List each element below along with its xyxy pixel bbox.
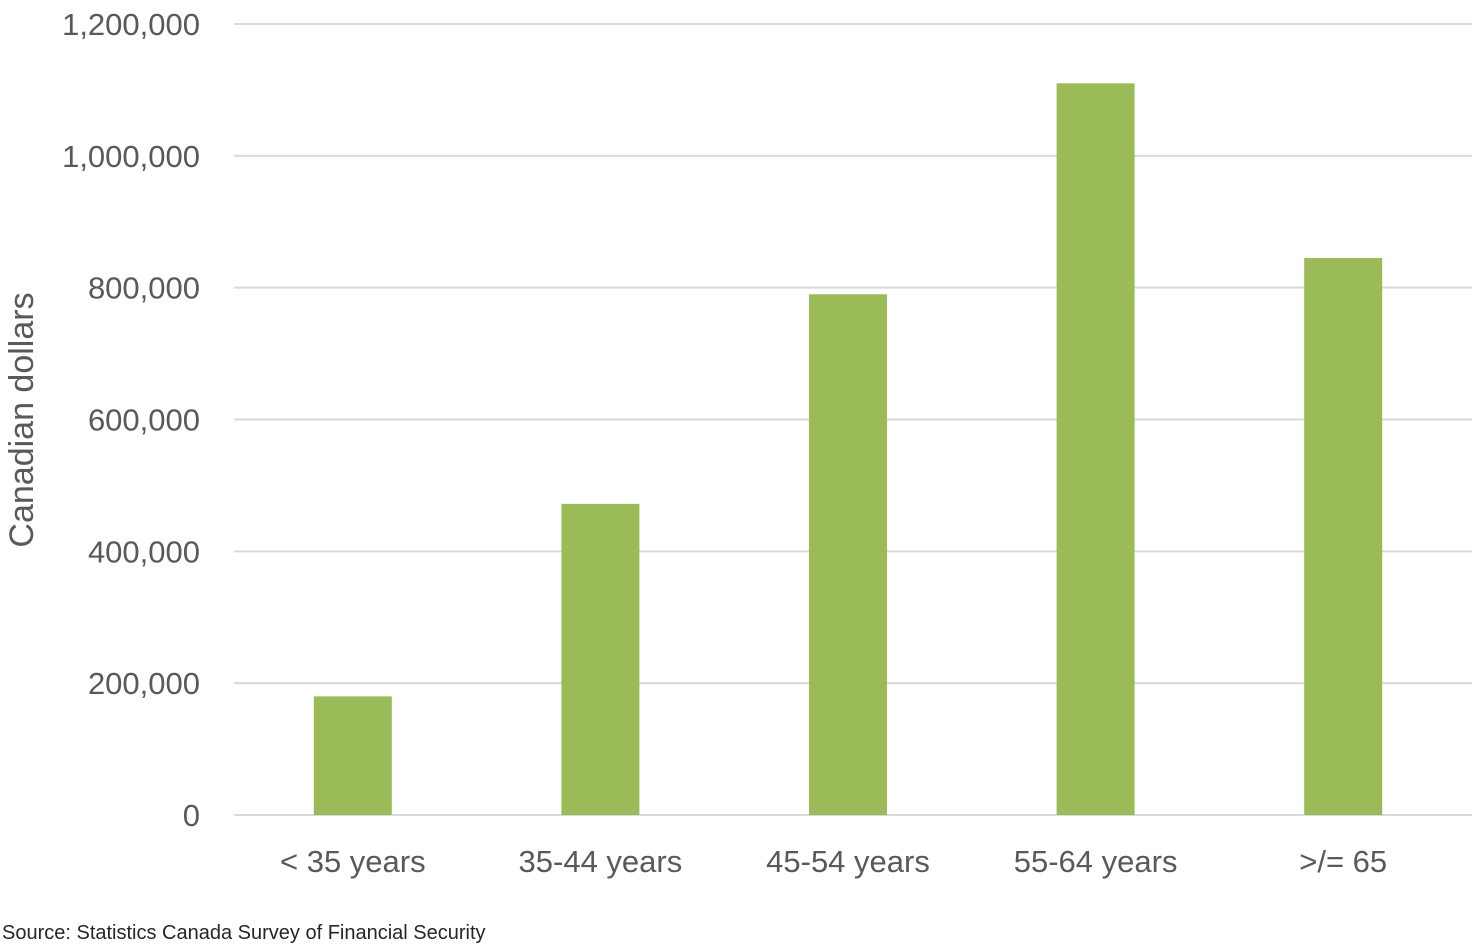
y-tick-label: 800,000 xyxy=(88,271,200,306)
y-axis-title: Canadian dollars xyxy=(3,292,41,547)
y-tick-label: 1,200,000 xyxy=(62,7,200,42)
x-tick-label: 55-64 years xyxy=(1014,844,1178,879)
y-tick-label: 200,000 xyxy=(88,666,200,701)
y-tick-label: 600,000 xyxy=(88,403,200,438)
bar xyxy=(1304,258,1383,816)
source-note: Source: Statistics Canada Survey of Fina… xyxy=(2,922,486,944)
bar xyxy=(313,696,392,815)
y-axis-tick-labels: 0 200,000 400,000 600,000 800,000 1,000,000 1,… xyxy=(62,7,200,833)
y-tick-label: 1,000,000 xyxy=(62,139,200,174)
x-axis-tick-labels: < 35 years 35-44 years 45-54 years 55-64 ye… xyxy=(280,844,1387,879)
y-tick-label: 400,000 xyxy=(88,534,200,569)
x-tick-label: < 35 years xyxy=(280,844,426,879)
x-tick-label: >/= 65 xyxy=(1299,844,1387,879)
x-tick-label: 35-44 years xyxy=(519,844,683,879)
bars xyxy=(313,83,1383,816)
bar xyxy=(1056,83,1135,815)
x-tick-label: 45-54 years xyxy=(766,844,930,879)
bar xyxy=(809,294,887,816)
bar xyxy=(561,503,640,815)
y-tick-label: 0 xyxy=(183,798,200,833)
